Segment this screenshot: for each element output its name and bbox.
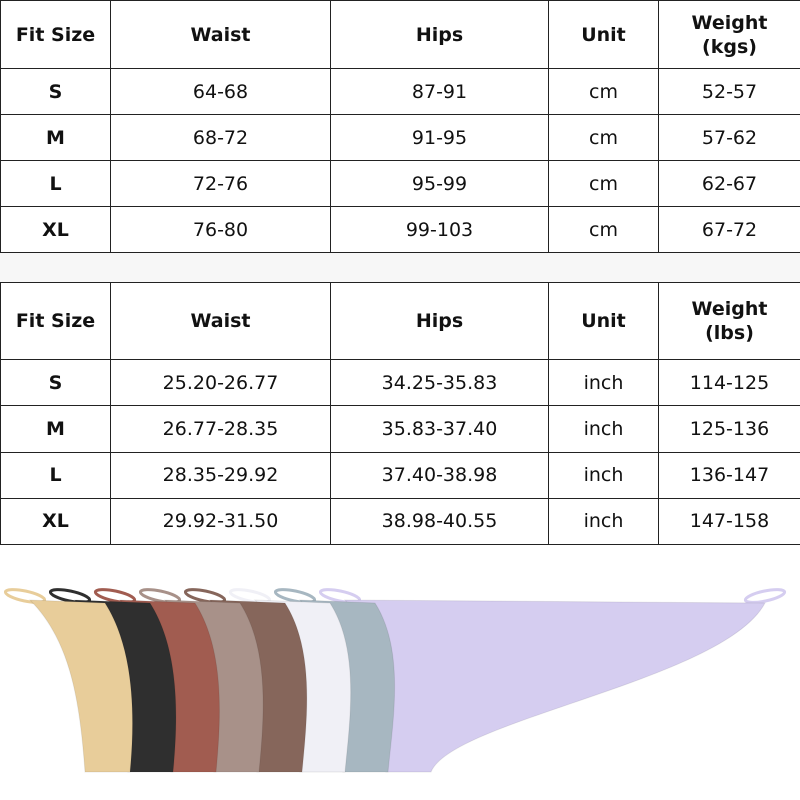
cell-waist: 29.92-31.50 — [110, 497, 331, 546]
cell-unit: inch — [548, 359, 659, 407]
header-weight: Weight (kgs) — [658, 0, 800, 69]
table-gap — [0, 253, 800, 282]
header-waist: Waist — [110, 281, 331, 361]
header-row: Fit Size Waist Hips Unit Weight (lbs) — [0, 281, 800, 361]
table-row: L 28.35-29.92 37.40-38.98 inch 136-147 — [0, 451, 800, 499]
cell-hips: 99-103 — [330, 206, 549, 253]
cell-unit: inch — [548, 497, 659, 546]
cell-waist: 25.20-26.77 — [110, 359, 331, 407]
cell-waist: 26.77-28.35 — [110, 405, 331, 453]
cell-waist: 64-68 — [110, 68, 331, 115]
header-unit: Unit — [548, 0, 659, 69]
cell-weight: 62-67 — [658, 160, 800, 207]
product-color-variants-image — [3, 588, 787, 773]
cell-waist: 68-72 — [110, 114, 331, 161]
header-weight: Weight (lbs) — [658, 281, 800, 361]
table-row: L 72-76 95-99 cm 62-67 — [0, 160, 800, 207]
cell-hips: 34.25-35.83 — [330, 359, 549, 407]
cell-size: XL — [0, 497, 111, 546]
header-waist: Waist — [110, 0, 331, 69]
header-unit: Unit — [548, 281, 659, 361]
cell-size: M — [0, 405, 111, 453]
cell-weight: 114-125 — [658, 359, 800, 407]
header-row: Fit Size Waist Hips Unit Weight (kgs) — [0, 0, 800, 69]
cell-unit: cm — [548, 160, 659, 207]
cell-size: S — [0, 359, 111, 407]
header-hips: Hips — [330, 281, 549, 361]
cell-unit: cm — [548, 114, 659, 161]
cell-hips: 95-99 — [330, 160, 549, 207]
header-hips: Hips — [330, 0, 549, 69]
cell-size: L — [0, 451, 111, 499]
cell-hips: 87-91 — [330, 68, 549, 115]
cell-size: L — [0, 160, 111, 207]
table-row: M 26.77-28.35 35.83-37.40 inch 125-136 — [0, 405, 800, 453]
cell-weight: 67-72 — [658, 206, 800, 253]
table-row: XL 76-80 99-103 cm 67-72 — [0, 206, 800, 253]
cell-weight: 52-57 — [658, 68, 800, 115]
garment-swatch — [3, 588, 133, 773]
cell-waist: 72-76 — [110, 160, 331, 207]
cell-unit: cm — [548, 206, 659, 253]
cell-size: M — [0, 114, 111, 161]
table-row: XL 29.92-31.50 38.98-40.55 inch 147-158 — [0, 497, 800, 546]
cell-unit: cm — [548, 68, 659, 115]
cell-waist: 76-80 — [110, 206, 331, 253]
header-fit-size: Fit Size — [0, 281, 111, 361]
cell-weight: 136-147 — [658, 451, 800, 499]
cell-hips: 91-95 — [330, 114, 549, 161]
cell-unit: inch — [548, 405, 659, 453]
cell-unit: inch — [548, 451, 659, 499]
table-row: S 25.20-26.77 34.25-35.83 inch 114-125 — [0, 359, 800, 407]
table-row: M 68-72 91-95 cm 57-62 — [0, 114, 800, 161]
cell-waist: 28.35-29.92 — [110, 451, 331, 499]
cell-size: XL — [0, 206, 111, 253]
cell-weight: 147-158 — [658, 497, 800, 546]
cell-hips: 38.98-40.55 — [330, 497, 549, 546]
cell-weight: 125-136 — [658, 405, 800, 453]
cell-size: S — [0, 68, 111, 115]
header-fit-size: Fit Size — [0, 0, 111, 69]
cell-weight: 57-62 — [658, 114, 800, 161]
table-row: S 64-68 87-91 cm 52-57 — [0, 68, 800, 115]
cell-hips: 35.83-37.40 — [330, 405, 549, 453]
cell-hips: 37.40-38.98 — [330, 451, 549, 499]
